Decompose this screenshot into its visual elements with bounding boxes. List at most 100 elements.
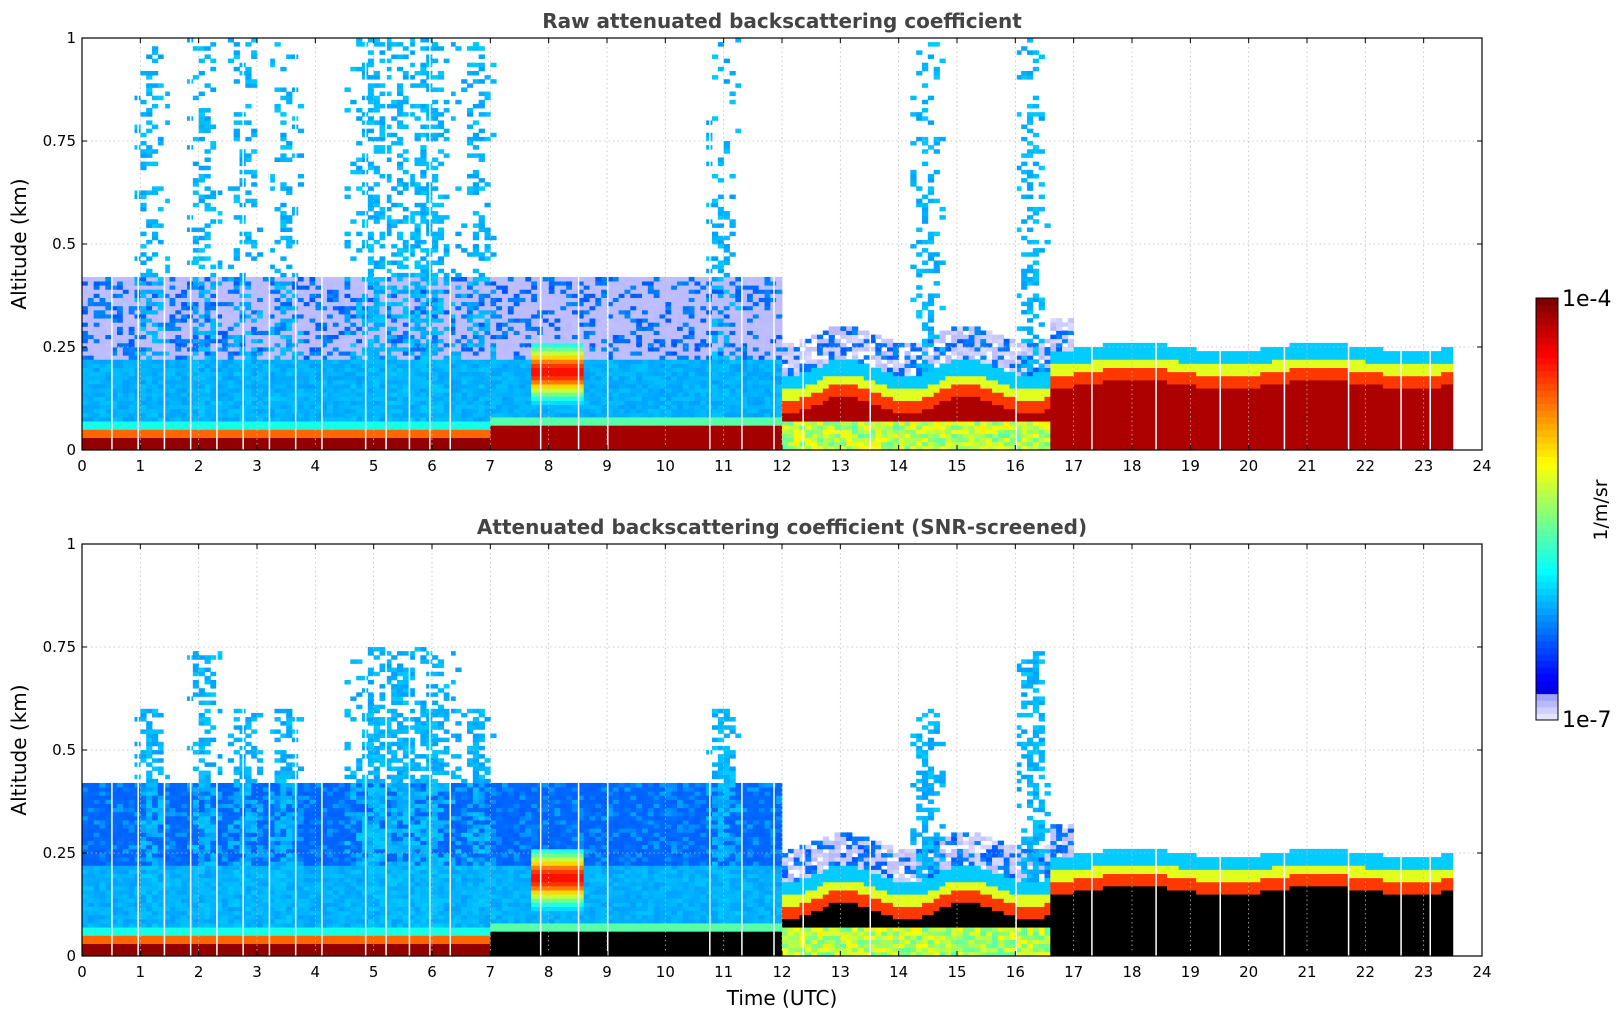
heat-cell <box>484 318 491 323</box>
heat-cell <box>210 404 217 410</box>
heat-cell <box>175 314 182 319</box>
heat-cell <box>309 305 316 311</box>
heat-cell <box>595 408 602 414</box>
heat-cell <box>607 375 614 381</box>
heat-cell <box>111 363 118 368</box>
heat-cell <box>502 347 509 352</box>
heat-cell <box>531 412 538 418</box>
heat-cell <box>455 318 462 323</box>
heat-cell <box>630 421 637 426</box>
heat-cell <box>443 347 450 352</box>
heat-cell <box>467 396 474 401</box>
heat-cell <box>268 301 275 307</box>
heat-cell <box>321 359 328 364</box>
heat-cell <box>490 384 497 389</box>
heat-cell <box>379 318 386 323</box>
heat-cell <box>385 66 392 72</box>
heat-cell <box>443 359 450 364</box>
heat-cell <box>502 388 509 393</box>
heat-cell <box>140 400 147 406</box>
heat-cell <box>402 95 410 101</box>
heat-cell <box>327 371 334 377</box>
heat-cell <box>449 276 456 282</box>
heat-cell <box>175 326 182 331</box>
heat-cell <box>589 417 596 422</box>
heat-cell <box>595 322 602 327</box>
heat-cell <box>87 441 95 447</box>
heat-cell <box>163 371 170 377</box>
heat-cell <box>560 351 567 356</box>
heat-cell <box>624 318 631 323</box>
heat-cell <box>601 417 608 422</box>
heat-cell <box>414 351 421 356</box>
heat-cell <box>566 404 573 410</box>
heat-cell <box>210 322 217 327</box>
heat-cell <box>391 359 398 364</box>
heat-cell <box>607 388 614 393</box>
heat-cell <box>367 83 375 88</box>
heat-cell <box>548 363 555 368</box>
heat-cell <box>140 396 147 401</box>
heat-cell <box>344 379 351 385</box>
heat-cell <box>192 326 200 331</box>
heat-cell <box>595 421 602 426</box>
heat-cell <box>379 256 386 261</box>
heat-cell <box>257 429 264 434</box>
heat-cell <box>163 367 170 373</box>
heat-cell <box>467 173 474 179</box>
heat-cell <box>315 425 322 430</box>
heat-cell <box>572 309 579 315</box>
heat-cell <box>233 355 240 360</box>
heat-cell <box>344 400 351 406</box>
heat-cell <box>216 445 223 450</box>
heat-cell <box>647 293 655 298</box>
heat-cell <box>251 400 258 406</box>
heat-cell <box>286 392 293 397</box>
heat-cell <box>601 326 608 331</box>
heat-cell <box>169 281 176 286</box>
heat-cell <box>612 301 620 307</box>
heat-cell <box>507 314 515 319</box>
heat-cell <box>216 400 223 406</box>
heat-cell <box>99 412 106 418</box>
heat-cell <box>210 379 217 385</box>
heat-cell <box>262 334 270 340</box>
heat-cell <box>478 396 485 401</box>
heat-cell <box>262 404 270 410</box>
heat-cell <box>327 388 334 393</box>
heat-cell <box>642 417 649 422</box>
heat-cell <box>420 421 427 426</box>
heat-cell <box>245 334 252 340</box>
heat-cell <box>373 215 380 220</box>
heat-cell <box>577 355 585 360</box>
heat-cell <box>257 309 264 315</box>
heat-cell <box>268 396 275 401</box>
heat-cell <box>315 392 322 397</box>
heat-cell <box>280 392 287 397</box>
heat-cell <box>525 351 532 356</box>
heat-cell <box>420 161 427 167</box>
heat-cell <box>449 314 456 319</box>
heat-cell <box>286 190 293 195</box>
heat-cell <box>338 347 345 352</box>
heat-cell <box>204 276 211 282</box>
heat-cell <box>665 421 672 426</box>
heat-cell <box>502 396 509 401</box>
heat-cell <box>128 445 135 450</box>
heat-cell <box>169 342 176 348</box>
heat-cell <box>577 293 585 298</box>
heat-cell <box>169 429 176 434</box>
heat-cell <box>443 153 450 158</box>
heat-cell <box>338 445 345 450</box>
heat-cell <box>478 445 485 450</box>
heat-cell <box>280 355 287 360</box>
heat-cell <box>484 392 491 397</box>
heat-cell <box>443 301 450 307</box>
heat-cell <box>402 371 410 377</box>
heat-cell <box>245 417 252 422</box>
heat-cell <box>577 347 585 352</box>
heat-cell <box>303 330 310 336</box>
heat-cell <box>560 445 567 450</box>
heat-cell <box>484 396 491 401</box>
heat-cell <box>408 342 415 348</box>
